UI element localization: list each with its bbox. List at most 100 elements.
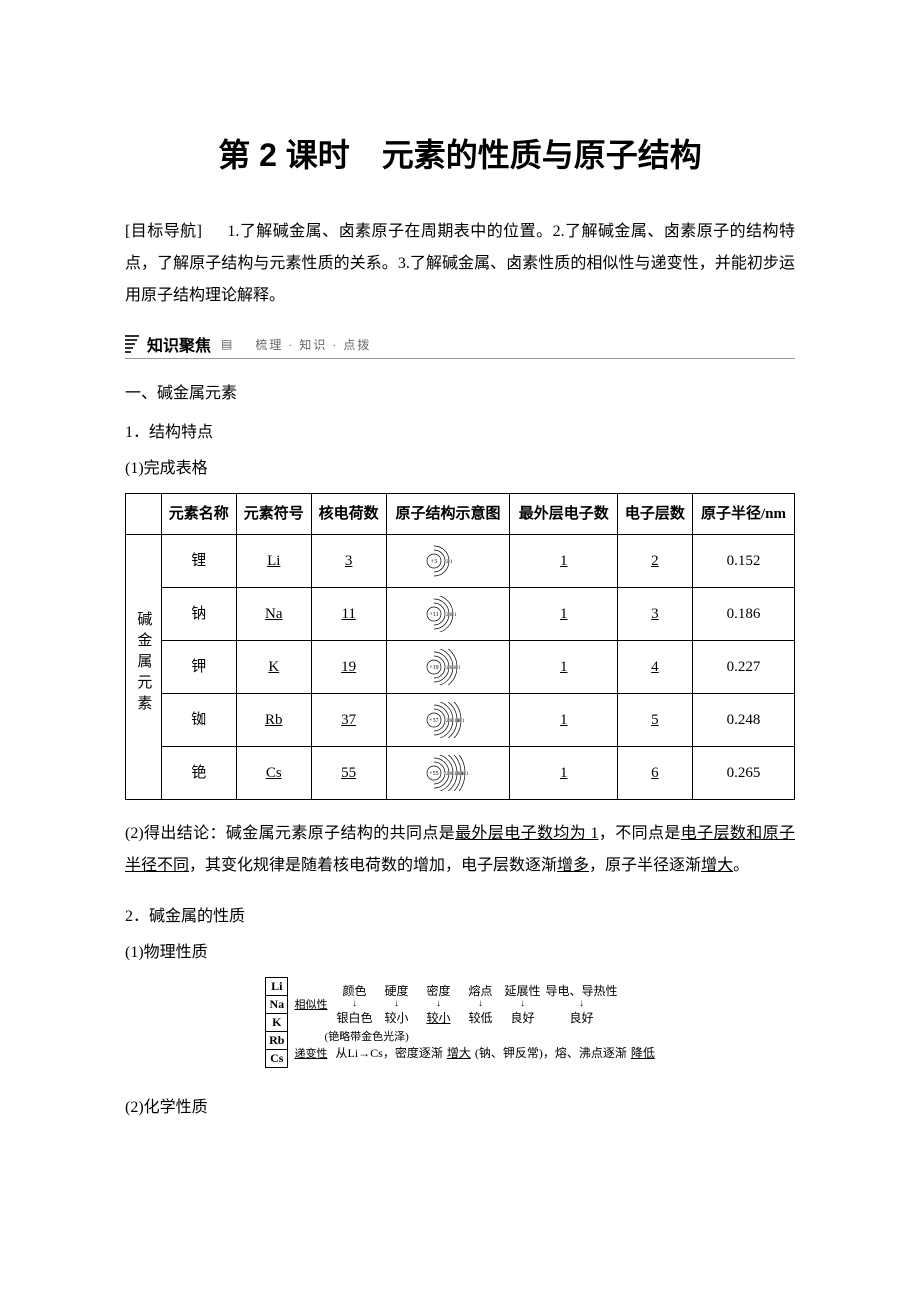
arrow-down-icon: ↓: [579, 999, 584, 1009]
svg-text:+3: +3: [431, 559, 437, 565]
cesium-note: (铯略带金色光泽): [324, 1028, 654, 1044]
property-column: 延展性↓良好: [503, 982, 541, 1026]
col-radius: 原子半径/nm: [692, 494, 794, 535]
element-stack: LiNaKRbCs: [265, 977, 288, 1068]
table-cell: 37: [311, 694, 386, 747]
table-cell: 1: [510, 588, 618, 641]
table-cell: +192881: [386, 641, 510, 694]
table-cell: 0.265: [692, 747, 794, 800]
table-row: 铯Cs55+5528181881160.265: [126, 747, 795, 800]
arrow-down-icon: ↓: [520, 999, 525, 1009]
property-column: 密度↓较小: [419, 982, 457, 1026]
banner-bars-icon: [125, 335, 139, 353]
trend-row: 递变性 从Li→Cs，密度逐渐增大(钠、钾反常)，熔、沸点逐渐降低: [294, 1044, 654, 1061]
svg-text:1: 1: [458, 666, 461, 671]
notebook-icon: ▤: [221, 337, 232, 352]
table-cell: 0.227: [692, 641, 794, 694]
table-row: 钠Na11+11281130.186: [126, 588, 795, 641]
table-header-row: 元素名称 元素符号 核电荷数 原子结构示意图 最外层电子数 电子层数 原子半径/…: [126, 494, 795, 535]
table-cell: +11281: [386, 588, 510, 641]
col-structure: 原子结构示意图: [386, 494, 510, 535]
table-cell: 0.248: [692, 694, 794, 747]
objectives-label: [目标导航]: [125, 223, 202, 240]
table-cell: 0.186: [692, 588, 794, 641]
section-heading: 一、碱金属元素: [125, 379, 795, 403]
col-name: 元素名称: [161, 494, 236, 535]
page-title: 第 2 课时 元素的性质与原子结构: [125, 130, 795, 176]
element-cell: Cs: [266, 1050, 287, 1067]
arrow-down-icon: ↓: [478, 999, 483, 1009]
element-cell: Li: [266, 978, 287, 996]
table-cell: +321: [386, 535, 510, 588]
table-cell: 1: [510, 641, 618, 694]
table-cell: 钾: [161, 641, 236, 694]
svg-text:1: 1: [466, 772, 469, 777]
banner-subtext: 梳理 · 知识 · 点拨: [255, 336, 371, 353]
arrow-down-icon: ↓: [394, 999, 399, 1009]
svg-text:+55: +55: [429, 771, 438, 777]
table-cell: 1: [510, 694, 618, 747]
svg-text:+37: +37: [429, 718, 438, 724]
property-column: 熔点↓较低: [461, 982, 499, 1026]
table-cell: K: [236, 641, 311, 694]
element-cell: Rb: [266, 1032, 287, 1050]
table-row: 铷Rb37+37281881150.248: [126, 694, 795, 747]
table-cell: 3: [311, 535, 386, 588]
table-cell: 6: [617, 747, 692, 800]
objectives-paragraph: [目标导航] 1.了解碱金属、卤素原子在周期表中的位置。2.了解碱金属、卤素原子…: [125, 216, 795, 312]
objectives-text: 1.了解碱金属、卤素原子在周期表中的位置。2.了解碱金属、卤素原子的结构特点，了…: [125, 223, 795, 304]
table-cell: 19: [311, 641, 386, 694]
svg-text:1: 1: [454, 613, 457, 618]
svg-text:+11: +11: [429, 612, 438, 618]
col-symbol: 元素符号: [236, 494, 311, 535]
table-cell: 4: [617, 641, 692, 694]
table-cell: Na: [236, 588, 311, 641]
knowledge-focus-banner: 知识聚焦 ▤ 梳理 · 知识 · 点拨: [125, 332, 795, 359]
table-cell: Cs: [236, 747, 311, 800]
table-cell: 锂: [161, 535, 236, 588]
table-cell: 55: [311, 747, 386, 800]
property-column: 颜色↓银白色: [335, 982, 373, 1026]
subsection-heading: 2．碱金属的性质: [125, 902, 795, 926]
table-cell: 铯: [161, 747, 236, 800]
row-group-label: 碱金属元素: [131, 611, 155, 716]
table-cell: +37281881: [386, 694, 510, 747]
table-cell: 0.152: [692, 535, 794, 588]
property-column: 硬度↓较小: [377, 982, 415, 1026]
table-cell: 1: [510, 535, 618, 588]
col-outer: 最外层电子数: [510, 494, 618, 535]
subsection-heading: 1．结构特点: [125, 418, 795, 442]
table-cell: 钠: [161, 588, 236, 641]
table-row: 钾K19+192881140.227: [126, 641, 795, 694]
svg-text:1: 1: [462, 719, 465, 724]
item-heading: (1)完成表格: [125, 454, 795, 478]
similarity-label: 相似性: [294, 996, 327, 1012]
physical-properties-diagram: LiNaKRbCs 相似性 颜色↓银白色硬度↓较小密度↓较小熔点↓较低延展性↓良…: [125, 977, 795, 1068]
svg-text:1: 1: [450, 560, 453, 565]
trend-label: 递变性: [294, 1045, 327, 1061]
similarity-row: 相似性 颜色↓银白色硬度↓较小密度↓较小熔点↓较低延展性↓良好导电、导热性↓良好: [294, 982, 654, 1026]
property-column: 导电、导热性↓良好: [545, 982, 617, 1026]
svg-text:+19: +19: [429, 665, 438, 671]
table-cell: 2: [617, 535, 692, 588]
arrow-down-icon: ↓: [352, 999, 357, 1009]
alkali-metals-table: 元素名称 元素符号 核电荷数 原子结构示意图 最外层电子数 电子层数 原子半径/…: [125, 493, 795, 800]
item-heading: (2)化学性质: [125, 1093, 795, 1117]
col-charge: 核电荷数: [311, 494, 386, 535]
table-cell: 5: [617, 694, 692, 747]
table-row: 碱金属元素锂Li3+321120.152: [126, 535, 795, 588]
element-cell: K: [266, 1014, 287, 1032]
item-heading: (1)物理性质: [125, 938, 795, 962]
table-cell: 3: [617, 588, 692, 641]
arrow-down-icon: ↓: [436, 999, 441, 1009]
table-cell: 铷: [161, 694, 236, 747]
table-cell: Li: [236, 535, 311, 588]
table-cell: 11: [311, 588, 386, 641]
table-cell: +5528181881: [386, 747, 510, 800]
conclusion-paragraph: (2)得出结论：碱金属元素原子结构的共同点是最外层电子数均为 1，不同点是电子层…: [125, 818, 795, 882]
table-cell: 1: [510, 747, 618, 800]
table-cell: Rb: [236, 694, 311, 747]
element-cell: Na: [266, 996, 287, 1014]
banner-label: 知识聚焦: [147, 332, 211, 356]
col-layers: 电子层数: [617, 494, 692, 535]
